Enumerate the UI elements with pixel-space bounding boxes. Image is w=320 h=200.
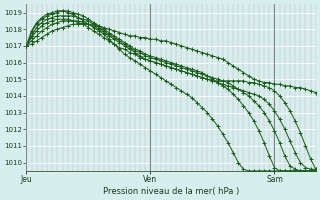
X-axis label: Pression niveau de la mer( hPa ): Pression niveau de la mer( hPa ) <box>103 187 239 196</box>
